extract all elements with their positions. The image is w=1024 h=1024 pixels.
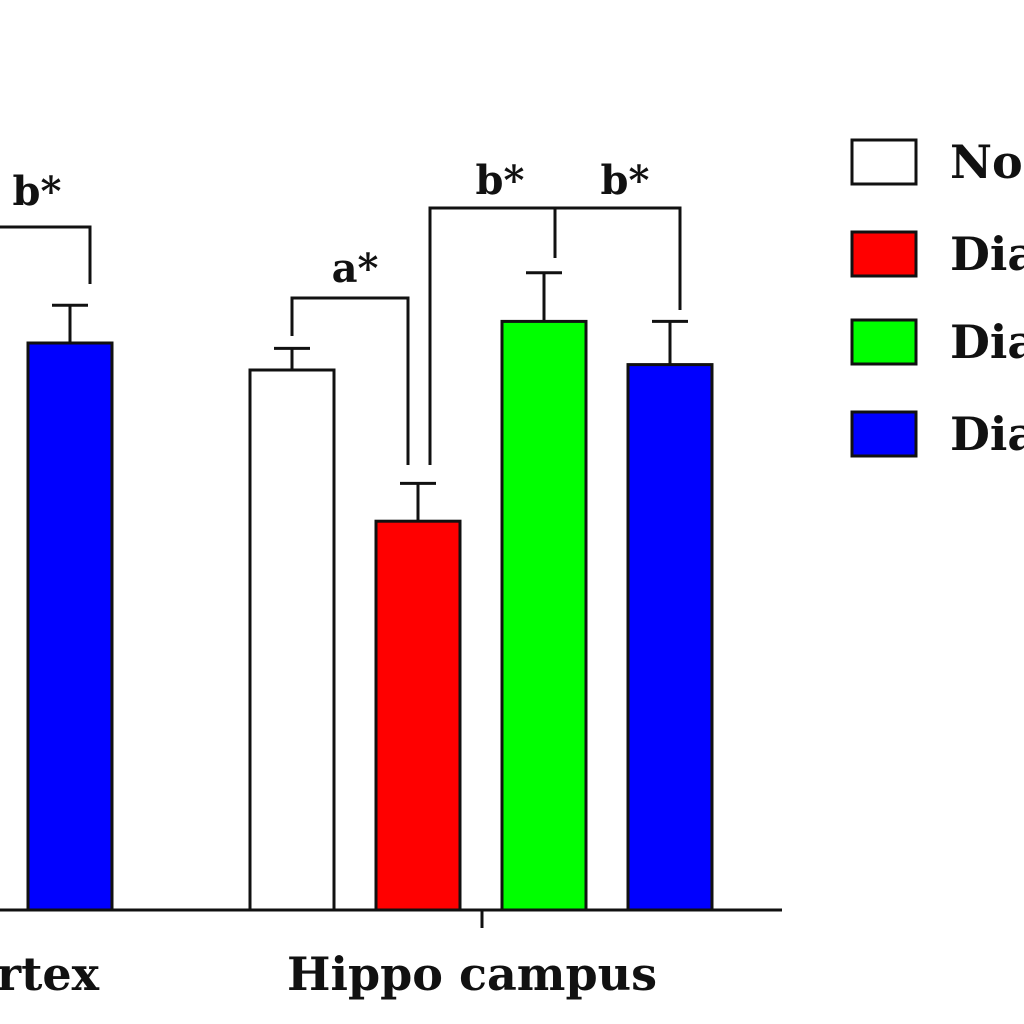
significance-layer: b* a* b* b* — [0, 157, 682, 465]
legend-label-green: Dia — [950, 315, 1024, 369]
bar — [26, 341, 114, 912]
significance-bracket — [290, 296, 410, 465]
significance-label: b* — [601, 157, 650, 204]
legend-swatch-green — [850, 318, 918, 366]
legend-swatch-blue — [850, 410, 918, 458]
x-tick-label-cortex: rtex — [0, 947, 100, 1001]
significance-bracket — [0, 225, 92, 284]
bar — [374, 519, 462, 912]
bar — [626, 363, 714, 912]
x-tick-label-hippocampus: Hippo campus — [287, 947, 657, 1001]
legend-label-blue: Dia — [950, 407, 1024, 461]
legend-label-normal: No — [950, 135, 1023, 189]
legend-swatch-red — [850, 230, 918, 278]
legend: No Dia Dia Dia — [850, 135, 1024, 461]
significance-label: b* — [13, 168, 62, 215]
bar — [248, 368, 336, 912]
significance-label: a* — [332, 245, 379, 292]
bar — [500, 319, 588, 912]
bars-layer — [26, 271, 714, 912]
legend-label-red: Dia — [950, 227, 1024, 281]
significance-label: b* — [476, 157, 525, 204]
legend-swatch-normal — [850, 138, 918, 186]
